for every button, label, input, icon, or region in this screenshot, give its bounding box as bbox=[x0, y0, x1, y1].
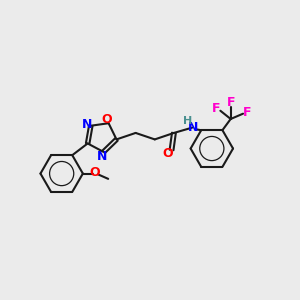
Text: N: N bbox=[188, 122, 198, 134]
Text: N: N bbox=[97, 149, 107, 163]
Text: O: O bbox=[102, 112, 112, 126]
Text: F: F bbox=[212, 102, 220, 115]
Text: H: H bbox=[183, 116, 193, 126]
Text: O: O bbox=[89, 167, 100, 179]
Text: N: N bbox=[82, 118, 92, 131]
Text: O: O bbox=[163, 147, 173, 160]
Text: F: F bbox=[243, 106, 251, 119]
Text: F: F bbox=[226, 96, 235, 109]
